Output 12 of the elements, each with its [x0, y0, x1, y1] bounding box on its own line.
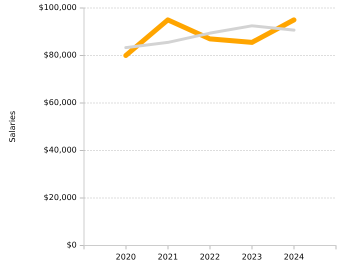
y-tick-label: $60,000 [44, 98, 77, 108]
x-tick-label: 2023 [242, 252, 262, 262]
x-tick-label: 2021 [158, 252, 178, 262]
x-tick-label: 2024 [284, 252, 304, 262]
x-tick-label: 2022 [200, 252, 220, 262]
x-tick-label: 2020 [116, 252, 136, 262]
y-axis-title: Salaries [8, 110, 17, 143]
y-tick-label: $80,000 [44, 50, 77, 60]
y-tick-label: $100,000 [38, 3, 77, 12]
y-tick-label: $0 [66, 240, 77, 250]
y-tick-label: $40,000 [44, 146, 77, 155]
y-tick-label: $20,000 [44, 193, 77, 202]
